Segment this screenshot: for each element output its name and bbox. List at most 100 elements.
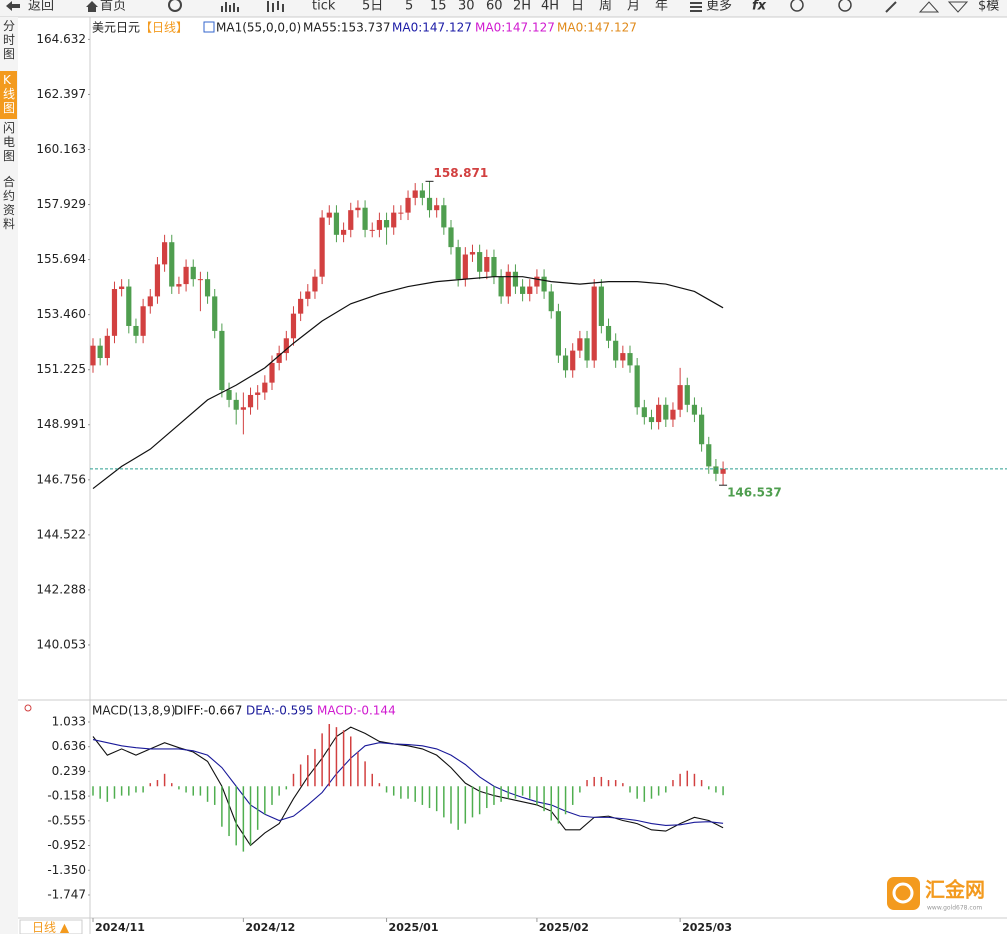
candle-body	[627, 353, 633, 366]
side-tab[interactable]: 分时图	[3, 19, 15, 61]
y-tick-label: -0.952	[47, 838, 86, 852]
candle-body	[484, 256, 490, 272]
refresh-icon[interactable]	[168, 0, 182, 12]
candle-body	[598, 286, 604, 326]
candle-body	[197, 279, 203, 281]
candle-body	[591, 286, 597, 361]
candle-body	[147, 296, 153, 307]
candle-body	[391, 212, 397, 228]
period-60[interactable]: 60	[486, 0, 503, 14]
settings-icon[interactable]	[24, 704, 32, 712]
x-tick-label: 2024/11	[95, 921, 145, 934]
candle-body	[527, 286, 533, 294]
candle-body	[677, 385, 683, 410]
side-tab[interactable]: K 线图	[3, 73, 15, 115]
fx-button[interactable]: fx	[752, 0, 767, 14]
candle-body	[491, 256, 497, 277]
period-tick[interactable]: tick	[312, 0, 336, 14]
candle-body	[713, 466, 719, 474]
candle-body	[247, 394, 254, 408]
candle-body	[584, 338, 590, 361]
period-week[interactable]: 周	[599, 0, 612, 14]
candle-body	[226, 390, 232, 400]
candle-body	[97, 345, 103, 358]
period-year[interactable]: 年	[655, 0, 668, 14]
candle-body	[663, 404, 669, 420]
active-tab-bg	[0, 71, 17, 119]
y-tick-label: 142.288	[36, 582, 86, 596]
logo: 汇金网 www.gold678.com	[887, 877, 985, 912]
draw-tool[interactable]	[885, 1, 897, 13]
candle-body	[541, 276, 547, 292]
chart-icon[interactable]	[221, 2, 239, 12]
period-15[interactable]: 15	[430, 0, 447, 14]
candle-body	[305, 291, 311, 299]
period-30[interactable]: 30	[458, 0, 475, 14]
candle-body	[162, 242, 168, 265]
y-tick-label: 153.460	[36, 307, 86, 321]
candle-body	[133, 325, 139, 336]
candle-body	[262, 382, 268, 393]
candle-body	[362, 207, 368, 230]
y-tick-label: 155.694	[36, 252, 86, 266]
candle-body	[670, 409, 676, 420]
candle-body	[312, 276, 318, 292]
indicator-label: MA1(55,0,0,0)	[216, 21, 301, 35]
zoom-out[interactable]	[790, 0, 804, 12]
macd-line	[92, 726, 724, 847]
candle-icon[interactable]	[267, 1, 284, 12]
side-tab[interactable]: 合约资料	[3, 174, 15, 231]
y-tick-label: 157.929	[36, 197, 86, 211]
back-button[interactable]: 返回	[28, 0, 54, 14]
home-button[interactable]: 首页	[100, 0, 126, 14]
period-4h[interactable]: 4H	[541, 0, 559, 14]
candle-body	[169, 242, 175, 287]
ma-label: MA55:153.737	[303, 21, 391, 35]
legend-entry: MACD:-0.144	[317, 704, 396, 718]
candle-body	[276, 353, 282, 363]
candle-body	[441, 205, 447, 228]
y-tick-label: -1.350	[47, 863, 86, 877]
candle-body	[562, 355, 569, 371]
candle-body	[419, 190, 425, 198]
candle-body	[412, 190, 418, 198]
shape-tool-2[interactable]	[947, 1, 969, 13]
candle-body	[684, 385, 690, 405]
candle-body	[469, 252, 476, 255]
candle-body	[455, 247, 461, 280]
y-tick-label: -0.158	[47, 789, 86, 803]
period-2h[interactable]: 2H	[513, 0, 531, 14]
candle-body	[648, 417, 655, 423]
candle-body	[126, 286, 132, 326]
candle-body	[269, 362, 275, 383]
period-month[interactable]: 月	[627, 0, 640, 14]
candle-body	[605, 325, 612, 341]
candle-body	[405, 197, 411, 213]
period-button[interactable]: 日线 ▲	[32, 921, 70, 934]
candle-body	[290, 313, 297, 339]
ma-label: MA0:147.127	[475, 21, 555, 35]
candle-body	[219, 330, 225, 391]
candle-body	[570, 350, 576, 371]
candle-body	[233, 399, 239, 410]
zoom-in[interactable]	[838, 0, 852, 12]
candle-body	[348, 210, 354, 230]
y-tick-label: 1.033	[52, 714, 86, 728]
logo-mark	[892, 882, 914, 904]
period-5d[interactable]: 5日	[362, 0, 383, 14]
period-box[interactable]	[19, 919, 83, 934]
ma-label: MA0:147.127	[557, 21, 637, 35]
candle-body	[355, 207, 361, 211]
macd-line	[92, 739, 724, 827]
toolbar: 返回 首页 tick 5日 5 15 30 60 2H 4H 日 周 月 年 更…	[0, 0, 1007, 18]
shape-tool[interactable]	[918, 1, 940, 13]
candle-body	[699, 414, 705, 445]
more-button[interactable]: 更多	[706, 0, 732, 14]
side-tab[interactable]: 闪电图	[3, 121, 15, 163]
template-button[interactable]: $模	[978, 0, 999, 14]
period-day[interactable]: 日	[571, 0, 584, 14]
candle-body	[448, 227, 454, 248]
candle-body	[283, 338, 289, 354]
period-5[interactable]: 5	[405, 0, 413, 14]
